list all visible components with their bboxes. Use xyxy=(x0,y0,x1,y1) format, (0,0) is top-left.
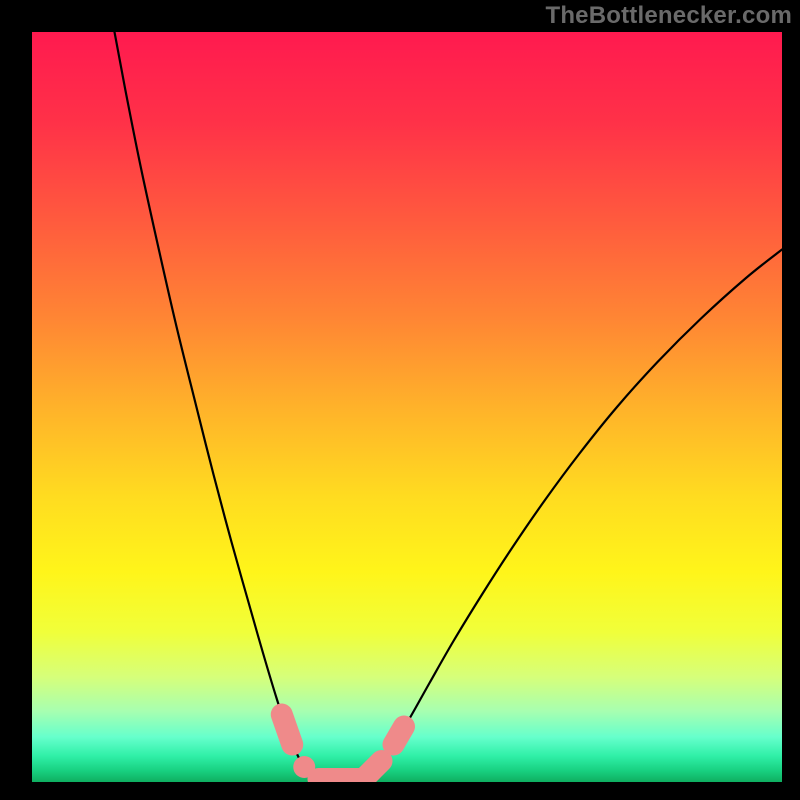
watermark-text: TheBottlenecker.com xyxy=(545,2,792,30)
curve-right-branch xyxy=(366,250,782,778)
curve-left-branch xyxy=(115,32,314,778)
marker-pill-3 xyxy=(367,761,382,776)
marker-pill-4 xyxy=(394,727,405,745)
curve-layer xyxy=(32,32,782,782)
marker-pill-0 xyxy=(282,715,293,745)
outer-frame: TheBottlenecker.com xyxy=(0,0,800,800)
plot-area xyxy=(32,32,782,782)
